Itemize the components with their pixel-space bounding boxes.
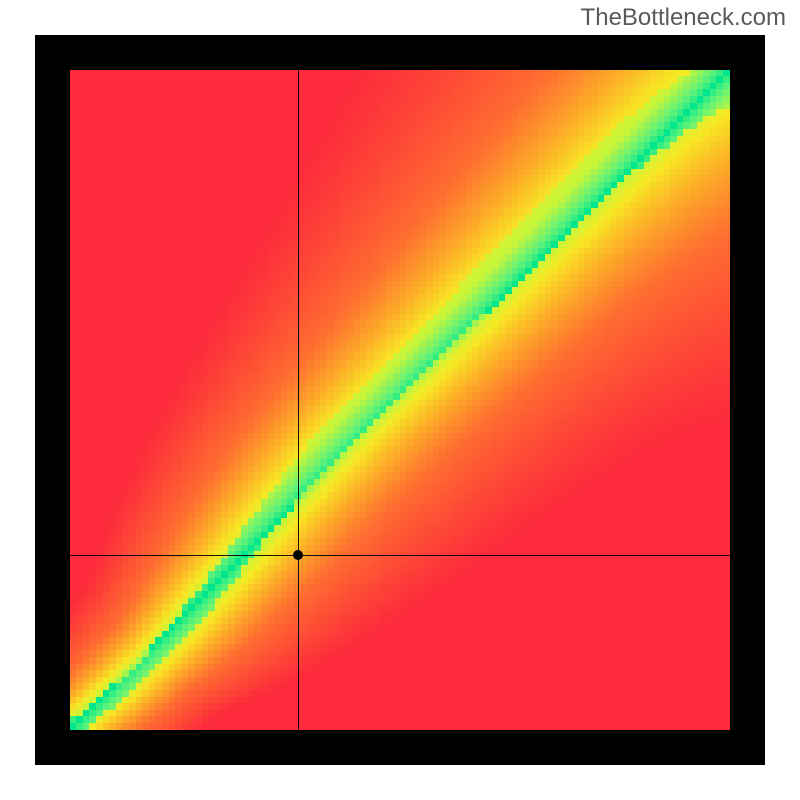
- crosshair-vertical: [298, 70, 299, 730]
- bottleneck-heatmap: [70, 70, 730, 730]
- crosshair-point: [293, 550, 303, 560]
- chart-frame: [35, 35, 765, 765]
- watermark-text: TheBottleneck.com: [581, 4, 786, 32]
- crosshair-horizontal: [70, 555, 730, 556]
